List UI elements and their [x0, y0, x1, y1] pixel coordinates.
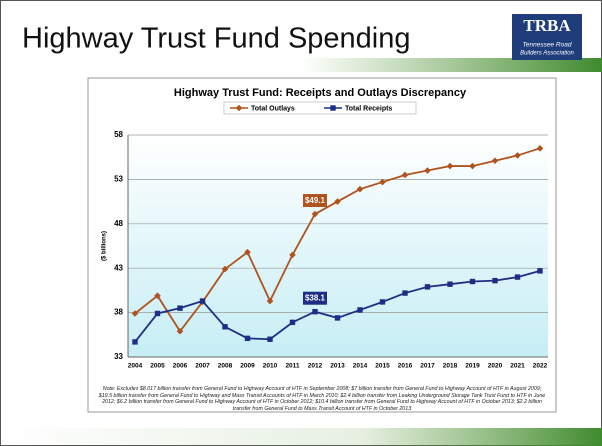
x-tick-label: 2013	[330, 363, 345, 370]
point	[446, 162, 454, 170]
logo: TRBA Tennessee Road Builders Association	[512, 14, 582, 60]
chart-title: Highway Trust Fund: Receipts and Outlays…	[174, 87, 467, 99]
point	[312, 309, 318, 315]
y-tick-label: 58	[114, 130, 123, 139]
x-tick-label: 2007	[195, 363, 210, 370]
point	[424, 167, 431, 174]
point	[154, 310, 161, 317]
y-tick-label: 53	[114, 175, 123, 184]
logo-box	[512, 14, 582, 60]
point	[334, 198, 341, 205]
x-tick-label: 2012	[308, 363, 323, 370]
y-tick-label: 48	[114, 219, 123, 228]
value-label: $49.1	[305, 196, 326, 205]
point	[289, 251, 296, 259]
point	[244, 335, 251, 342]
x-tick-label: 2022	[533, 363, 548, 370]
x-tick-label: 2004	[128, 363, 143, 370]
point	[514, 152, 521, 159]
point	[289, 319, 296, 326]
point	[357, 307, 363, 313]
y-tick-label: 43	[114, 263, 123, 272]
point	[267, 336, 273, 342]
x-tick-label: 2009	[240, 363, 255, 370]
point	[199, 298, 206, 304]
plot-area	[128, 135, 548, 357]
x-tick-label: 2019	[465, 363, 480, 370]
logo-text: TRBA	[523, 16, 571, 35]
x-tick-label: 2010	[263, 363, 278, 370]
x-tick-label: 2005	[150, 363, 165, 370]
x-tick-label: 2014	[353, 363, 368, 370]
point	[131, 310, 139, 317]
point	[379, 178, 386, 186]
y-tick-label: 33	[114, 352, 123, 361]
point	[447, 281, 453, 287]
legend-label: Total Outlays	[251, 105, 295, 112]
logo-subtitle: Tennessee Road	[523, 42, 572, 49]
logo-subtitle: Builders Association	[520, 51, 574, 57]
x-tick-label: 2016	[398, 363, 413, 370]
y-tick-label: 38	[114, 308, 123, 317]
x-tick-label: 2011	[285, 363, 299, 370]
point	[311, 210, 319, 218]
point	[154, 292, 161, 300]
point	[424, 284, 431, 290]
point	[469, 278, 476, 285]
point	[132, 339, 138, 345]
point	[177, 305, 183, 311]
point	[222, 324, 228, 330]
x-tick-label: 2008	[218, 363, 233, 370]
value-label: $38.1	[305, 294, 326, 303]
point	[401, 171, 409, 179]
point	[491, 157, 499, 165]
point	[330, 105, 336, 111]
point	[492, 277, 498, 284]
point	[379, 299, 386, 305]
y-axis-label: ($ billions)	[102, 231, 108, 261]
x-tick-label: 2021	[510, 363, 525, 370]
top-band	[300, 58, 602, 72]
point	[244, 248, 251, 256]
point	[176, 327, 184, 335]
point	[356, 185, 364, 193]
x-tick-label: 2018	[443, 363, 458, 370]
point	[235, 104, 243, 112]
point	[334, 315, 341, 321]
note: Note: Excludes $8.017 billion transfer f…	[98, 386, 546, 412]
x-tick-label: 2006	[173, 363, 188, 370]
x-tick-label: 2017	[420, 363, 435, 370]
legend: Total Outlays Total Receipts	[223, 101, 417, 115]
slide-title: Highway Trust Fund Spending	[22, 23, 411, 55]
x-tick-label: 2020	[488, 363, 503, 370]
point	[266, 297, 274, 305]
point	[514, 274, 521, 280]
x-tick-label: 2015	[375, 363, 390, 370]
point	[221, 265, 229, 273]
point	[469, 162, 476, 170]
point	[536, 145, 544, 152]
legend-box	[223, 101, 417, 115]
value-label-box	[303, 194, 327, 208]
point	[402, 290, 408, 296]
value-label-box	[303, 291, 327, 305]
legend-label: Total Receipts	[345, 105, 392, 112]
bottom-band	[0, 428, 602, 446]
point	[537, 268, 543, 274]
